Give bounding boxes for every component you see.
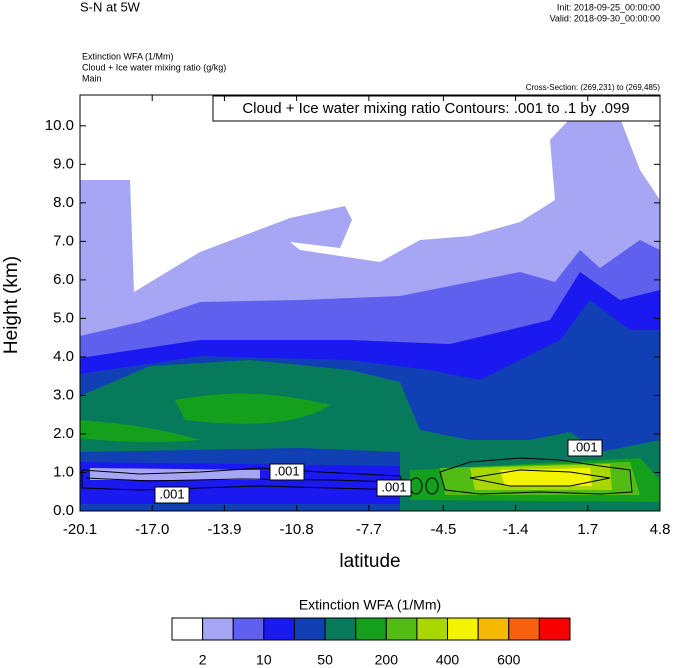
colorbar-box	[232, 617, 265, 641]
chart-title: S-N at 5W	[80, 0, 141, 14]
y-axis-label: Height (km)	[1, 256, 22, 354]
colorbar-box	[416, 617, 449, 641]
annotation: Cloud + Ice water mixing ratio Contours:…	[242, 100, 629, 117]
y-tick-label: 1.0	[53, 463, 74, 480]
colorbar-box	[447, 617, 479, 641]
contour-label: .001	[381, 479, 406, 494]
contour-label: .001	[274, 463, 299, 478]
colorbar-tick-label: 2	[199, 652, 207, 668]
cross-section: Cross-Section: (269,231) to (269,485)	[526, 83, 661, 92]
contour-label-box	[154, 486, 190, 504]
x-tick-label: -1.4	[503, 521, 529, 538]
colorbar-box	[508, 617, 540, 641]
contour-line	[85, 477, 399, 483]
x-tick-label: 1.7	[577, 521, 598, 538]
subtitle: Extinction WFA (1/Mm)	[82, 51, 174, 61]
init-time: Init: 2018-09-25_00:00:00	[557, 2, 660, 12]
field-region	[175, 393, 330, 424]
colorbar-title: Extinction WFA (1/Mm)	[299, 597, 441, 613]
y-tick-label: 10.0	[45, 117, 74, 134]
colorbar-tick-label: 200	[375, 652, 399, 668]
y-tick-label: 6.0	[53, 271, 74, 288]
y-tick-label: 2.0	[53, 425, 74, 442]
colorbar-box	[171, 617, 204, 641]
colorbar-tick-label: 50	[317, 652, 333, 668]
plot-frame	[79, 94, 661, 512]
annotation-box	[212, 95, 661, 122]
y-tick-label: 9.0	[53, 155, 74, 172]
y-tick-label: 0.0	[53, 502, 74, 519]
y-tick-label: 8.0	[53, 194, 74, 211]
contour-label-box	[567, 439, 603, 457]
field-region	[80, 462, 400, 504]
x-tick-label: -13.9	[207, 521, 241, 538]
colorbar-box	[355, 617, 387, 641]
contour-label-box	[269, 463, 305, 481]
subtitle: Main	[82, 73, 102, 83]
field	[80, 108, 660, 511]
contour-line	[439, 457, 633, 495]
y-tick-label: 7.0	[53, 232, 74, 249]
colorbar-tick-label: 10	[256, 652, 272, 668]
contour-label-box	[376, 479, 412, 497]
contour-label: .001	[572, 439, 597, 454]
subtitle: Cloud + Ice water mixing ratio (g/kg)	[82, 62, 226, 72]
x-tick-label: -17.0	[135, 521, 169, 538]
x-tick-label: -4.5	[430, 521, 456, 538]
y-tick-label: 5.0	[53, 309, 74, 326]
colorbar-box	[324, 617, 357, 641]
field-region	[500, 468, 592, 486]
field-region	[80, 420, 200, 443]
contour-line	[409, 477, 439, 495]
x-axis-label: latitude	[339, 551, 400, 572]
valid-time: Valid: 2018-09-30_00:00:00	[550, 13, 660, 23]
colorbar-box	[385, 617, 418, 641]
x-tick-label: -10.8	[280, 521, 314, 538]
colorbar-box	[538, 617, 571, 641]
colorbar-tick-label: 400	[436, 652, 460, 668]
colorbar-tick-label: 600	[497, 652, 521, 668]
y-tick-label: 4.0	[53, 348, 74, 365]
x-tick-label: -20.1	[63, 521, 97, 538]
contour-label: .001	[159, 486, 184, 501]
colorbar-box	[477, 617, 510, 641]
colorbar-box	[293, 617, 326, 641]
contour-line	[469, 469, 611, 487]
x-tick-label: -7.7	[356, 521, 382, 538]
colorbar-box	[202, 617, 234, 641]
colorbar-box	[263, 617, 295, 641]
y-tick-label: 3.0	[53, 386, 74, 403]
x-tick-label: 4.8	[650, 521, 671, 538]
